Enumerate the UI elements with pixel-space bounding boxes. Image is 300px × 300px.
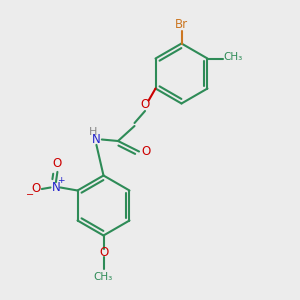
Text: CH₃: CH₃	[94, 272, 113, 282]
Text: N: N	[92, 133, 101, 146]
Text: O: O	[140, 98, 150, 112]
Text: −: −	[26, 190, 34, 200]
Text: O: O	[53, 157, 62, 170]
Text: Br: Br	[175, 18, 188, 32]
Text: H: H	[88, 127, 97, 137]
Text: N: N	[52, 181, 60, 194]
Text: O: O	[141, 145, 150, 158]
Text: O: O	[99, 245, 108, 259]
Text: CH₃: CH₃	[224, 52, 243, 62]
Text: +: +	[58, 176, 65, 185]
Text: O: O	[32, 182, 41, 196]
